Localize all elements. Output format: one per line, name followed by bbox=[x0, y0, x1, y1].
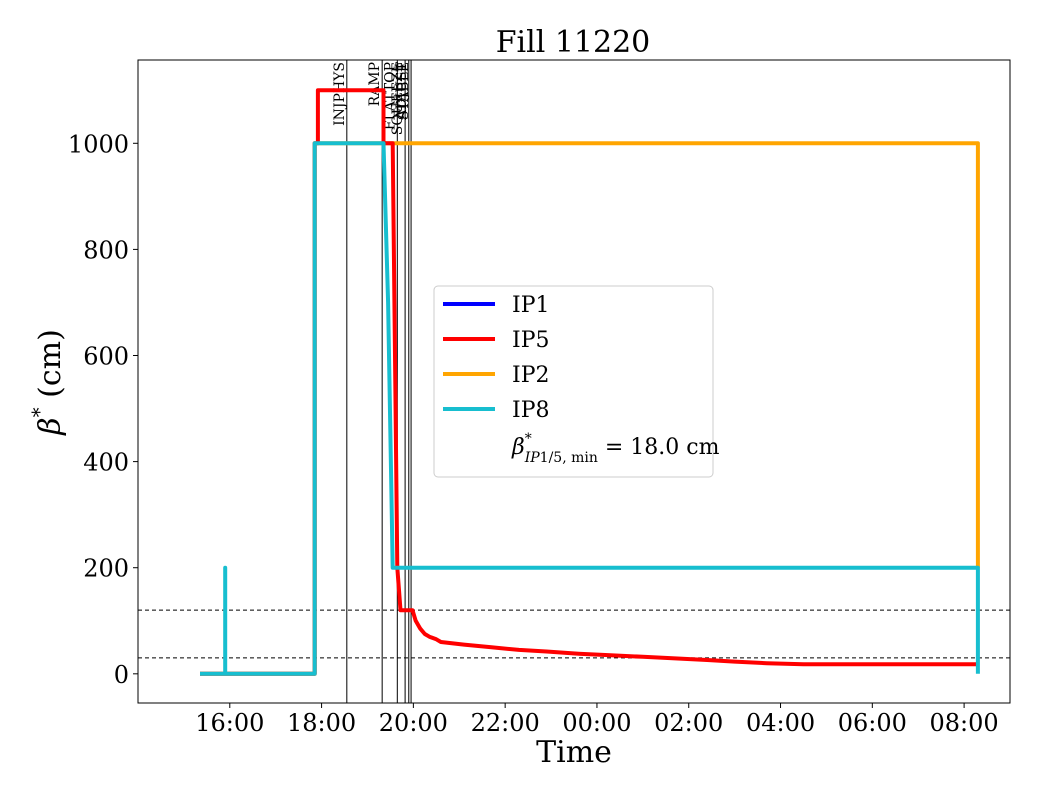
y-axis-label: β* (cm) bbox=[27, 329, 68, 436]
threshold-lines bbox=[138, 609, 1010, 659]
legend-box bbox=[433, 285, 714, 478]
x-tick-label-1: 18:00 bbox=[287, 709, 356, 737]
y-axis-ticks: 0 200 400 600 800 1000 bbox=[68, 130, 138, 689]
chart-title: Fill 11220 bbox=[496, 25, 651, 60]
x-axis-label: Time bbox=[536, 735, 612, 770]
legend-label-ip5: IP5 bbox=[512, 328, 550, 353]
x-tick-label-5: 02:00 bbox=[654, 709, 723, 737]
y-tick-label-0: 0 bbox=[114, 661, 129, 689]
x-tick-label-3: 22:00 bbox=[471, 709, 540, 737]
phase-label-3: SQUEEZE bbox=[390, 62, 406, 135]
svg-text:β* (cm): β* (cm) bbox=[27, 329, 68, 436]
y-tick-label-4: 800 bbox=[83, 236, 129, 264]
series-line-ip5 bbox=[200, 88, 978, 676]
x-tick-label-4: 00:00 bbox=[562, 709, 631, 737]
legend-label-ip1: IP1 bbox=[512, 293, 550, 318]
x-tick-label-6: 04:00 bbox=[746, 709, 815, 737]
series-line-ip8 bbox=[200, 141, 980, 676]
series-lines bbox=[200, 88, 980, 676]
x-tick-label-0: 16:00 bbox=[195, 709, 264, 737]
x-tick-label-8: 08:00 bbox=[930, 709, 999, 737]
y-tick-label-2: 400 bbox=[83, 449, 129, 477]
legend-label-ip2: IP2 bbox=[512, 363, 550, 388]
y-tick-label-3: 600 bbox=[83, 343, 129, 371]
y-tick-label-5: 1000 bbox=[68, 130, 129, 158]
legend-beta-min: β* IP1/5, min = 18.0 cm bbox=[511, 431, 720, 466]
x-tick-label-2: 20:00 bbox=[379, 709, 448, 737]
plot-frame bbox=[137, 59, 1011, 704]
y-tick-label-1: 200 bbox=[83, 555, 129, 583]
x-axis-ticks: 16:00 18:00 20:00 22:00 00:00 02:00 04:00 06:00… bbox=[195, 703, 999, 737]
x-tick-label-7: 06:00 bbox=[838, 709, 907, 737]
phase-label-1: RAMP bbox=[367, 62, 383, 106]
phase-label-0: INJPHYS bbox=[332, 62, 348, 126]
legend: IP1 IP5 IP2 IP8 β* IP1/5, min = 18.0 cm bbox=[433, 285, 720, 478]
phase-label-2: FLATTOP bbox=[382, 62, 398, 130]
phase-label-5: STABLE bbox=[396, 62, 412, 120]
legend-label-ip8: IP8 bbox=[512, 398, 550, 423]
phase-label-4: ADJUST bbox=[394, 61, 410, 120]
